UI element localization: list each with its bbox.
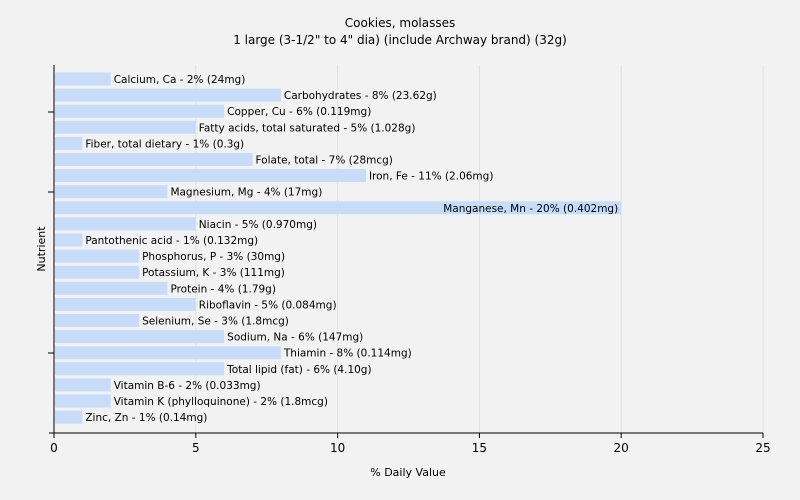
bar <box>55 217 196 231</box>
bar <box>55 169 366 183</box>
bar-label: Niacin - 5% (0.970mg) <box>199 219 317 231</box>
bar <box>55 201 622 215</box>
bar-label: Riboflavin - 5% (0.084mg) <box>199 299 337 311</box>
bar-label: Zinc, Zn - 1% (0.14mg) <box>85 412 207 424</box>
bar <box>55 249 140 263</box>
bar <box>55 120 196 134</box>
x-tick-label: 0 <box>50 441 58 455</box>
bar <box>55 185 168 199</box>
bar-label: Phosphorus, P - 3% (30mg) <box>142 251 285 263</box>
x-tick-label: 20 <box>614 441 629 455</box>
y-axis-title: Nutrient <box>35 226 48 272</box>
bar <box>55 362 225 376</box>
bar <box>55 88 281 102</box>
x-axis-title: % Daily Value <box>370 466 446 479</box>
bar-label: Copper, Cu - 6% (0.119mg) <box>227 106 371 118</box>
bars <box>55 72 622 424</box>
bar-label: Calcium, Ca - 2% (24mg) <box>114 74 246 86</box>
bar <box>55 281 168 295</box>
bar-label: Total lipid (fat) - 6% (4.10g) <box>226 364 371 376</box>
bar <box>55 265 140 279</box>
bar-label: Fiber, total dietary - 1% (0.3g) <box>85 138 244 150</box>
bar-label: Vitamin K (phylloquinone) - 2% (1.8mcg) <box>114 396 328 408</box>
bar <box>55 233 83 247</box>
bar-label: Vitamin B-6 - 2% (0.033mg) <box>114 380 261 392</box>
bar <box>55 136 83 150</box>
bar <box>55 330 225 344</box>
x-tick-label: 5 <box>192 441 200 455</box>
bar-label: Pantothenic acid - 1% (0.132mg) <box>85 235 258 247</box>
bar <box>55 297 196 311</box>
bar-label: Carbohydrates - 8% (23.62g) <box>284 90 437 102</box>
x-tick-label: 15 <box>472 441 487 455</box>
bar <box>55 410 83 424</box>
chart-title: Cookies, molasses <box>345 16 455 30</box>
bar-label: Magnesium, Mg - 4% (17mg) <box>170 187 322 199</box>
bar-label: Potassium, K - 3% (111mg) <box>142 267 285 279</box>
bar <box>55 378 111 392</box>
chart-subtitle: 1 large (3-1/2" to 4" dia) (include Arch… <box>233 33 567 47</box>
grid <box>195 65 764 433</box>
bar-label: Selenium, Se - 3% (1.8mcg) <box>142 316 289 328</box>
x-tick-label: 10 <box>330 441 345 455</box>
bar-label: Sodium, Na - 6% (147mg) <box>227 332 363 344</box>
bar <box>55 394 111 408</box>
bar <box>55 72 111 86</box>
bar-label: Protein - 4% (1.79g) <box>170 283 276 295</box>
bar-label: Manganese, Mn - 20% (0.402mg) <box>443 203 618 215</box>
axes: 0 5 10 15 20 25 <box>48 65 771 455</box>
bar <box>55 153 253 166</box>
bar-label: Thiamin - 8% (0.114mg) <box>283 348 412 360</box>
bar-label: Iron, Fe - 11% (2.06mg) <box>369 171 493 183</box>
bar-label: Fatty acids, total saturated - 5% (1.028… <box>199 122 416 134</box>
bar-label: Folate, total - 7% (28mcg) <box>256 155 393 167</box>
bar <box>55 346 281 360</box>
bar-labels: Calcium, Ca - 2% (24mg) Carbohydrates - 8… <box>85 74 618 424</box>
bar <box>55 104 225 118</box>
x-tick-label: 25 <box>755 441 770 455</box>
bar <box>55 314 140 327</box>
